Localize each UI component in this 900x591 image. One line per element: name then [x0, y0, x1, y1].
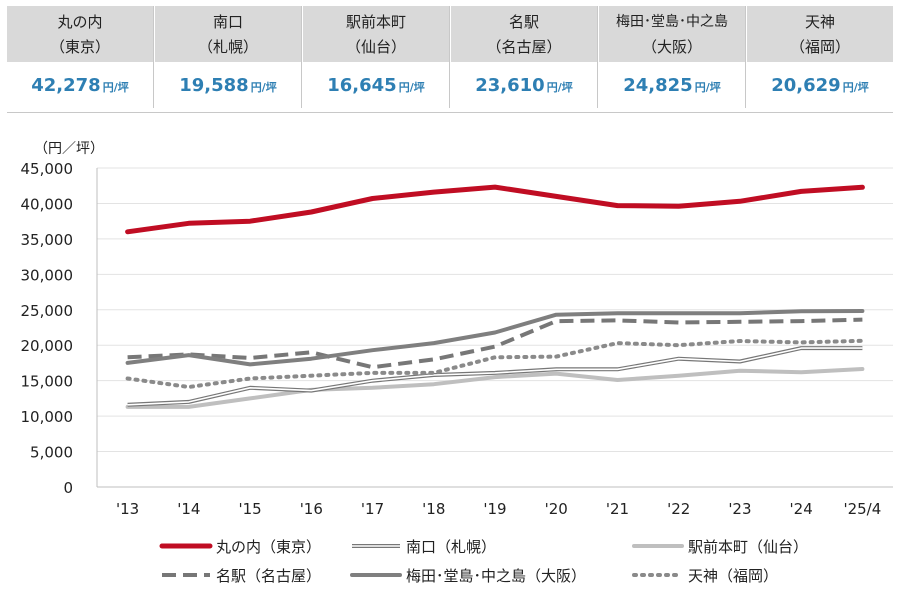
summary-value-3: 16,645	[327, 75, 397, 96]
summary-unit-3: 円/坪	[398, 81, 425, 94]
summary-header-region-1: （東京）	[49, 38, 110, 56]
summary-header-4: 名駅 （名古屋）	[451, 6, 597, 62]
y-tick-label: 5,000	[30, 444, 73, 462]
legend-label: 名駅（名古屋）	[216, 567, 321, 585]
summary-header-name-4: 名駅	[508, 13, 539, 31]
summary-unit-5: 円/坪	[694, 81, 721, 94]
y-tick-label: 20,000	[21, 337, 74, 355]
x-tick-label: '16	[300, 500, 323, 518]
x-tick-label: '21	[606, 500, 629, 518]
summary-header-region-6: （福岡）	[789, 38, 850, 56]
y-tick-label: 25,000	[21, 302, 74, 320]
legend-item: 名駅（名古屋）	[162, 567, 321, 585]
summary-header-region-2: （札幌）	[197, 38, 258, 56]
x-tick-label: '20	[545, 500, 568, 518]
x-tick-label: '24	[790, 500, 813, 518]
legend-label: 丸の内（東京）	[216, 538, 321, 556]
y-axis-label: （円／坪）	[34, 141, 104, 157]
series-line-path	[125, 367, 865, 409]
summary-unit-6: 円/坪	[842, 81, 869, 94]
summary-header-6: 天神 （福岡）	[747, 6, 893, 62]
summary-unit-2: 円/坪	[250, 81, 277, 94]
legend-label: 天神（福岡）	[688, 567, 778, 585]
summary-unit-4: 円/坪	[546, 81, 573, 94]
series-line	[125, 338, 865, 389]
summary-header-2: 南口 （札幌）	[155, 6, 301, 62]
y-tick-label: 45,000	[21, 160, 74, 178]
legend-label: 梅田･堂島･中之島（大阪）	[406, 567, 586, 585]
y-tick-label: 10,000	[21, 408, 74, 426]
table-divider	[449, 6, 450, 108]
x-tick-label: '25/4	[843, 500, 881, 518]
summary-unit-1: 円/坪	[102, 81, 129, 94]
summary-header-name-5: 梅田･堂島･中之島	[616, 14, 728, 30]
x-tick-label: '18	[422, 500, 445, 518]
legend-item: 丸の内（東京）	[159, 538, 321, 556]
x-tick-label: '23	[728, 500, 751, 518]
chart-legend: 丸の内（東京） 南口（札幌） 駅前本町（仙台） 名駅（名古屋） 梅田･堂島･中之島（大阪…	[159, 538, 808, 585]
summary-value-cell-4: 23,610 円/坪	[451, 64, 597, 108]
summary-header-name-1: 丸の内	[57, 13, 103, 31]
legend-item: 天神（福岡）	[632, 567, 778, 585]
y-tick-label: 15,000	[21, 373, 74, 391]
summary-table: 丸の内 （東京） 南口 （札幌） 駅前本町 （仙台） 名駅 （名古屋） 梅田･堂…	[7, 6, 893, 113]
table-divider	[597, 6, 598, 108]
x-tick-label: '13	[116, 500, 139, 518]
summary-header-name-2: 南口	[212, 13, 243, 31]
summary-value-4: 23,610	[475, 75, 545, 96]
summary-value-cell-2: 19,588 円/坪	[155, 64, 301, 108]
series-line	[127, 317, 863, 370]
summary-value-cell-6: 20,629 円/坪	[747, 64, 893, 108]
y-tick-label: 40,000	[21, 195, 74, 213]
chart-axes: 0 5,000 10,000 15,000 20,000 25,000 30,000 35,0…	[21, 160, 893, 518]
series-layer	[125, 184, 865, 409]
summary-header-5: 梅田･堂島･中之島 （大阪）	[599, 6, 745, 62]
summary-header-3: 駅前本町 （仙台）	[303, 6, 449, 62]
summary-value-cell-3: 16,645 円/坪	[303, 64, 449, 108]
summary-header-region-4: （名古屋）	[486, 38, 562, 56]
x-tick-label: '22	[667, 500, 690, 518]
summary-value-1: 42,278	[31, 75, 101, 96]
series-line	[125, 184, 865, 235]
series-line-path	[125, 184, 865, 235]
y-tick-label: 0	[63, 479, 73, 497]
series-line	[125, 309, 865, 367]
legend-item: 駅前本町（仙台）	[632, 538, 808, 556]
summary-header-name-3: 駅前本町	[345, 13, 406, 31]
table-bottom-border	[7, 112, 893, 113]
summary-value-cell-5: 24,825 円/坪	[599, 64, 745, 108]
summary-header-1: 丸の内 （東京）	[7, 6, 153, 62]
summary-value-6: 20,629	[771, 75, 841, 96]
x-tick-label: '15	[238, 500, 261, 518]
series-line	[125, 367, 865, 409]
table-divider	[745, 6, 746, 108]
legend-item: 南口（札幌）	[352, 538, 496, 556]
summary-header-name-6: 天神	[804, 13, 835, 31]
x-tick-label: '14	[177, 500, 200, 518]
series-line-path	[125, 309, 865, 367]
x-tick-label: '17	[361, 500, 384, 518]
legend-label: 駅前本町（仙台）	[688, 538, 808, 556]
summary-header-region-5: （大阪）	[641, 38, 702, 56]
legend-label: 南口（札幌）	[406, 538, 496, 556]
series-line	[127, 346, 863, 407]
summary-value-5: 24,825	[623, 75, 693, 96]
series-line-path	[127, 317, 863, 370]
y-tick-label: 35,000	[21, 231, 74, 249]
legend-item: 梅田･堂島･中之島（大阪）	[350, 567, 586, 585]
summary-value-2: 19,588	[179, 75, 249, 96]
summary-value-cell-1: 42,278 円/坪	[7, 64, 153, 108]
table-divider	[153, 6, 154, 108]
series-line-path	[125, 338, 865, 389]
x-tick-label: '19	[483, 500, 506, 518]
y-tick-label: 30,000	[21, 266, 74, 284]
table-divider	[301, 6, 302, 108]
series-line-inner	[127, 347, 863, 406]
summary-header-region-3: （仙台）	[345, 38, 406, 56]
